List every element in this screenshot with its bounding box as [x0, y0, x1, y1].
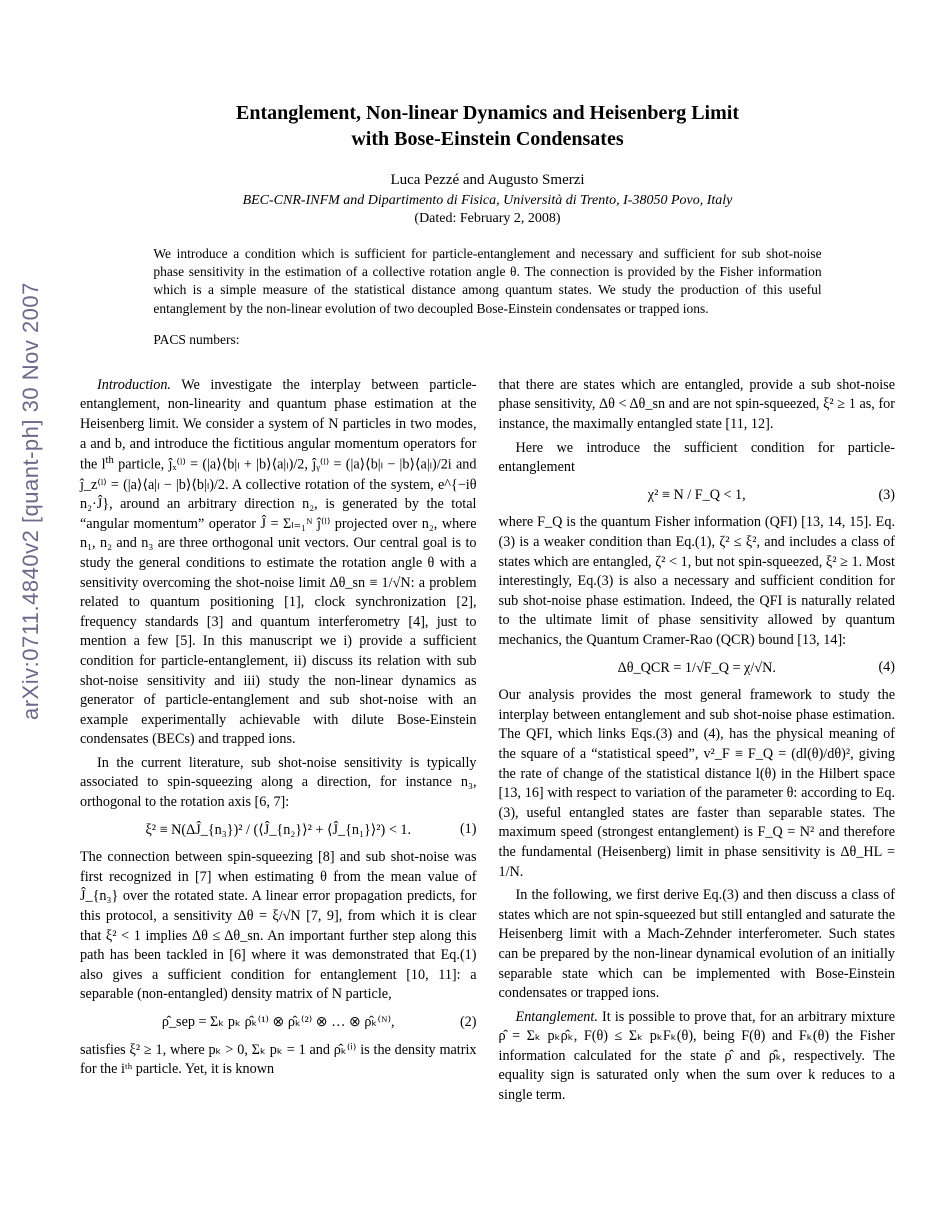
equation-3: χ² ≡ N / F_Q < 1, (3): [499, 486, 896, 506]
entanglement-heading: Entanglement.: [516, 1009, 598, 1025]
col2-paragraph-3: where F_Q is the quantum Fisher informat…: [499, 513, 896, 650]
eq4-number: (4): [878, 659, 895, 679]
eq4-body: Δθ_QCR = 1/√F_Q = χ/√N.: [618, 660, 776, 676]
intro-text-b: particle, ĵₓ⁽ˡ⁾ = (|a⟩⟨b|ₗ + |b⟩⟨a|ₗ)/2,…: [80, 457, 477, 747]
col2-paragraph-5: In the following, we first derive Eq.(3)…: [499, 886, 896, 1004]
entanglement-paragraph: Entanglement. It is possible to prove th…: [499, 1008, 896, 1106]
affiliation-line: BEC-CNR-INFM and Dipartimento di Fisica,…: [80, 193, 895, 209]
paragraph-after-eq2: satisfies ξ² ≥ 1, where pₖ > 0, Σₖ pₖ = …: [80, 1041, 477, 1080]
paragraph-spin-squeezing: In the current literature, sub shot-nois…: [80, 754, 477, 813]
author-line: Luca Pezzé and Augusto Smerzi: [80, 172, 895, 189]
intro-heading: Introduction.: [97, 377, 171, 393]
eq3-body: χ² ≡ N / F_Q < 1,: [648, 487, 746, 503]
eq1-body: ξ² ≡ N(ΔĴ_{n₃})² / (⟨Ĵ_{n₂}⟩² + ⟨Ĵ_{n₁}⟩…: [145, 822, 411, 838]
two-column-body: Introduction. We investigate the interpl…: [80, 376, 895, 1110]
equation-2: ρ̂_sep = Σₖ pₖ ρ̂ₖ⁽¹⁾ ⊗ ρ̂ₖ⁽²⁾ ⊗ … ⊗ ρ̂ₖ…: [80, 1013, 477, 1033]
superscript-th: th: [106, 455, 114, 466]
eq2-body: ρ̂_sep = Σₖ pₖ ρ̂ₖ⁽¹⁾ ⊗ ρ̂ₖ⁽²⁾ ⊗ … ⊗ ρ̂ₖ…: [162, 1014, 395, 1030]
equation-4: Δθ_QCR = 1/√F_Q = χ/√N. (4): [499, 659, 896, 679]
paper-page: Entanglement, Non-linear Dynamics and He…: [80, 0, 895, 1110]
date-line: (Dated: February 2, 2008): [80, 211, 895, 227]
abstract-text: We introduce a condition which is suffic…: [153, 246, 821, 316]
arxiv-id-text: arXiv:0711.4840v2 [quant-ph] 30 Nov 2007: [18, 282, 43, 720]
title-line-1: Entanglement, Non-linear Dynamics and He…: [236, 102, 739, 124]
abstract-block: We introduce a condition which is suffic…: [153, 245, 821, 318]
eq3-number: (3): [878, 486, 895, 506]
paragraph-after-eq1: The connection between spin-squeezing [8…: [80, 848, 477, 1005]
paper-title: Entanglement, Non-linear Dynamics and He…: [80, 100, 895, 152]
col2-paragraph-4: Our analysis provides the most general f…: [499, 686, 896, 882]
title-line-2: with Bose-Einstein Condensates: [351, 128, 623, 150]
eq1-number: (1): [460, 821, 477, 841]
intro-paragraph-1: Introduction. We investigate the interpl…: [80, 376, 477, 750]
arxiv-stamp: arXiv:0711.4840v2 [quant-ph] 30 Nov 2007: [18, 282, 44, 720]
left-column: Introduction. We investigate the interpl…: [80, 376, 477, 1110]
col2-paragraph-2: Here we introduce the sufficient conditi…: [499, 439, 896, 478]
equation-1: ξ² ≡ N(ΔĴ_{n₃})² / (⟨Ĵ_{n₂}⟩² + ⟨Ĵ_{n₁}⟩…: [80, 821, 477, 841]
eq2-number: (2): [460, 1013, 477, 1033]
pacs-line: PACS numbers:: [153, 332, 821, 348]
right-column: that there are states which are entangle…: [499, 376, 896, 1110]
col2-paragraph-1: that there are states which are entangle…: [499, 376, 896, 435]
